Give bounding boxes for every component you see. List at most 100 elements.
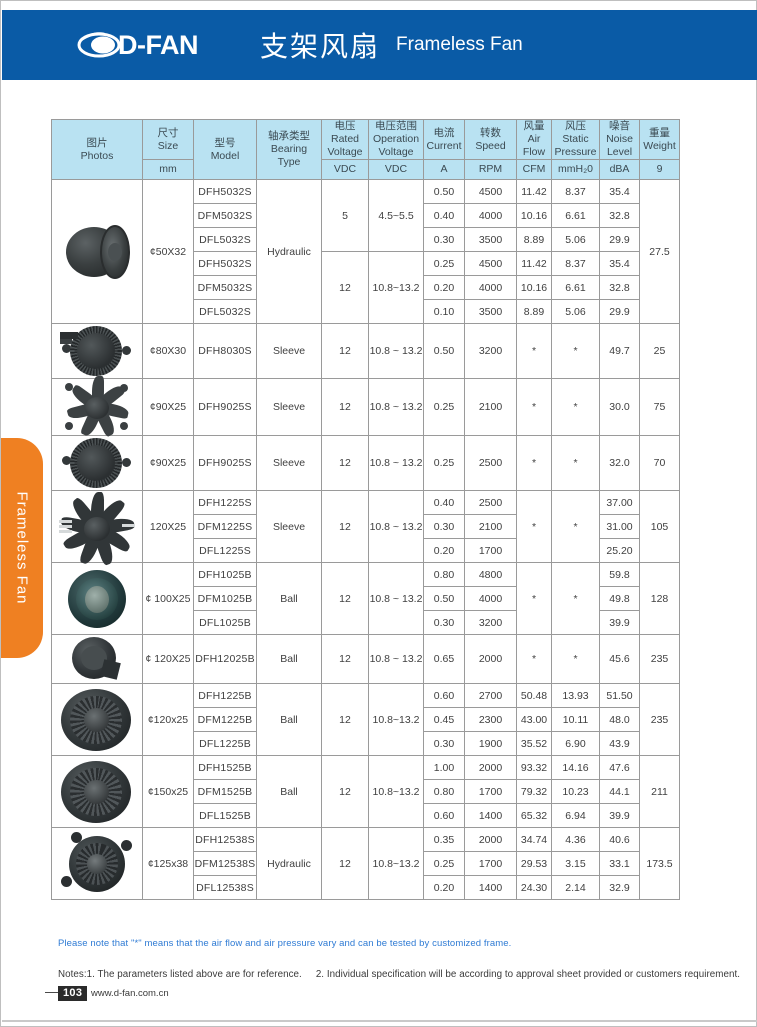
weight-cell: 27.5 bbox=[639, 179, 680, 324]
static-pressure-cell: * bbox=[551, 490, 600, 563]
model-cell: DFH12025B bbox=[193, 634, 257, 684]
page-title-cn: 支架风扇 bbox=[260, 30, 381, 63]
operation-voltage-cell: 10.8~13.2 bbox=[368, 251, 424, 324]
air-flow-cell: 34.74 bbox=[516, 827, 552, 852]
current-cell: 0.45 bbox=[423, 707, 465, 732]
fan-photo-cell bbox=[51, 683, 143, 756]
general-notes-part-1: Notes:1. The parameters listed above are… bbox=[58, 969, 302, 980]
noise-level-cell: 43.9 bbox=[599, 731, 640, 756]
model-cell: DFL1025B bbox=[193, 610, 257, 635]
fan-photo-cell bbox=[51, 179, 143, 324]
static-pressure-cell: 5.06 bbox=[551, 299, 600, 324]
table-header-cell: 风压 Static Pressure bbox=[551, 119, 600, 160]
air-flow-cell: 79.32 bbox=[516, 779, 552, 804]
size-cell: ¢50X32 bbox=[142, 179, 194, 324]
air-flow-cell: 10.16 bbox=[516, 275, 552, 300]
bearing-type-cell: Hydraulic bbox=[256, 827, 322, 900]
operation-voltage-cell: 10.8~13.2 bbox=[368, 827, 424, 900]
noise-level-cell: 29.9 bbox=[599, 299, 640, 324]
table-header-en: Noise Level bbox=[606, 133, 633, 158]
speed-cell: 4000 bbox=[464, 275, 517, 300]
weight-cell: 128 bbox=[639, 562, 680, 635]
weight-cell: 70 bbox=[639, 435, 680, 491]
static-pressure-cell: * bbox=[551, 435, 600, 491]
noise-level-cell: 40.6 bbox=[599, 827, 640, 852]
table-header-cn: 电压 bbox=[334, 120, 356, 133]
table-row: ¢90X25 DFH9025S Sleeve 12 10.8 ~ 13.2 0.25 210… bbox=[51, 376, 680, 438]
operation-voltage-cell: 10.8 ~ 13.2 bbox=[368, 634, 424, 684]
current-cell: 0.30 bbox=[423, 731, 465, 756]
noise-level-cell: 49.7 bbox=[599, 323, 640, 379]
current-cell: 1.00 bbox=[423, 755, 465, 780]
size-cell: 120X25 bbox=[142, 490, 194, 563]
table-header-cn: 电压范围 bbox=[375, 120, 417, 133]
model-cell: DFM12538S bbox=[193, 851, 257, 876]
current-cell: 0.30 bbox=[423, 514, 465, 539]
speed-cell: 1700 bbox=[464, 779, 517, 804]
noise-level-cell: 30.0 bbox=[599, 378, 640, 436]
static-pressure-cell: 4.36 bbox=[551, 827, 600, 852]
static-pressure-cell: * bbox=[551, 634, 600, 684]
table-row: DFM1225B 0.45 2300 43.00 10.11 48.0 bbox=[52, 707, 680, 732]
current-cell: 0.50 bbox=[423, 586, 465, 611]
current-cell: 0.25 bbox=[423, 851, 465, 876]
rated-voltage-cell: 12 bbox=[321, 378, 369, 436]
static-pressure-cell: * bbox=[551, 378, 600, 436]
speed-cell: 3200 bbox=[464, 323, 517, 379]
static-pressure-cell: 14.16 bbox=[551, 755, 600, 780]
model-cell: DFM1525B bbox=[193, 779, 257, 804]
speed-cell: 2000 bbox=[464, 634, 517, 684]
fan-photo-fan-round bbox=[60, 324, 134, 378]
current-cell: 0.20 bbox=[423, 275, 465, 300]
table-row: DFL5032S 0.30 3500 8.89 5.06 29.9 bbox=[52, 227, 680, 252]
current-cell: 0.40 bbox=[423, 203, 465, 228]
speed-cell: 1900 bbox=[464, 731, 517, 756]
weight-cell: 211 bbox=[639, 755, 680, 828]
operation-voltage-cell: 4.5~5.5 bbox=[368, 179, 424, 252]
speed-cell: 2100 bbox=[464, 378, 517, 436]
size-cell: ¢ 100X25 bbox=[142, 562, 194, 635]
operation-voltage-cell: 10.8~13.2 bbox=[368, 683, 424, 756]
table-header-cell: 风量 Air Flow bbox=[516, 119, 552, 160]
rated-voltage-cell: 12 bbox=[321, 683, 369, 756]
fan-photo-fan-spiral bbox=[58, 687, 136, 753]
air-flow-cell: 11.42 bbox=[516, 251, 552, 276]
air-flow-cell: 35.52 bbox=[516, 731, 552, 756]
current-cell: 0.20 bbox=[423, 875, 465, 900]
operation-voltage-cell: 10.8 ~ 13.2 bbox=[368, 323, 424, 379]
fan-photo-cell bbox=[51, 323, 143, 379]
fan-photo-fan-small bbox=[68, 635, 126, 683]
bearing-type-cell: Ball bbox=[256, 683, 322, 756]
speed-cell: 1400 bbox=[464, 803, 517, 828]
model-cell: DFH1025B bbox=[193, 562, 257, 587]
air-flow-cell: 43.00 bbox=[516, 707, 552, 732]
current-cell: 0.65 bbox=[423, 634, 465, 684]
bearing-type-cell: Sleeve bbox=[256, 323, 322, 379]
noise-level-cell: 33.1 bbox=[599, 851, 640, 876]
current-cell: 0.25 bbox=[423, 435, 465, 491]
model-cell: DFH5032S bbox=[193, 179, 257, 204]
table-header-en: Static Pressure bbox=[554, 133, 597, 158]
rated-voltage-cell: 5 bbox=[321, 179, 369, 252]
table-header-cn: 图片 bbox=[86, 136, 108, 149]
noise-level-cell: 32.9 bbox=[599, 875, 640, 900]
current-cell: 0.25 bbox=[423, 251, 465, 276]
asterisk-note: Please note that "*" means that the air … bbox=[58, 938, 512, 949]
table-row: DFM12538S 0.25 1700 29.53 3.15 33.1 bbox=[52, 851, 680, 876]
fan-photo-cell bbox=[51, 435, 143, 491]
noise-level-cell: 51.50 bbox=[599, 683, 640, 708]
table-header-cell: 轴承类型 Bearing Type bbox=[256, 119, 322, 180]
page-title-en: Frameless Fan bbox=[396, 34, 523, 55]
size-cell: ¢125x38 bbox=[142, 827, 194, 900]
current-cell: 0.20 bbox=[423, 538, 465, 563]
ellipse-swoosh-icon bbox=[77, 30, 122, 60]
operation-voltage-cell: 10.8 ~ 13.2 bbox=[368, 562, 424, 635]
brand-logo: D-FAN bbox=[77, 30, 199, 61]
table-header-cell: 尺寸 Size bbox=[142, 119, 194, 160]
bearing-type-cell: Sleeve bbox=[256, 435, 322, 491]
table-unit-cell: 9 bbox=[639, 159, 680, 180]
page-header-banner: D-FAN 支架风扇 Frameless Fan bbox=[2, 10, 757, 80]
fan-photo-cell bbox=[51, 490, 143, 566]
speed-cell: 1400 bbox=[464, 875, 517, 900]
